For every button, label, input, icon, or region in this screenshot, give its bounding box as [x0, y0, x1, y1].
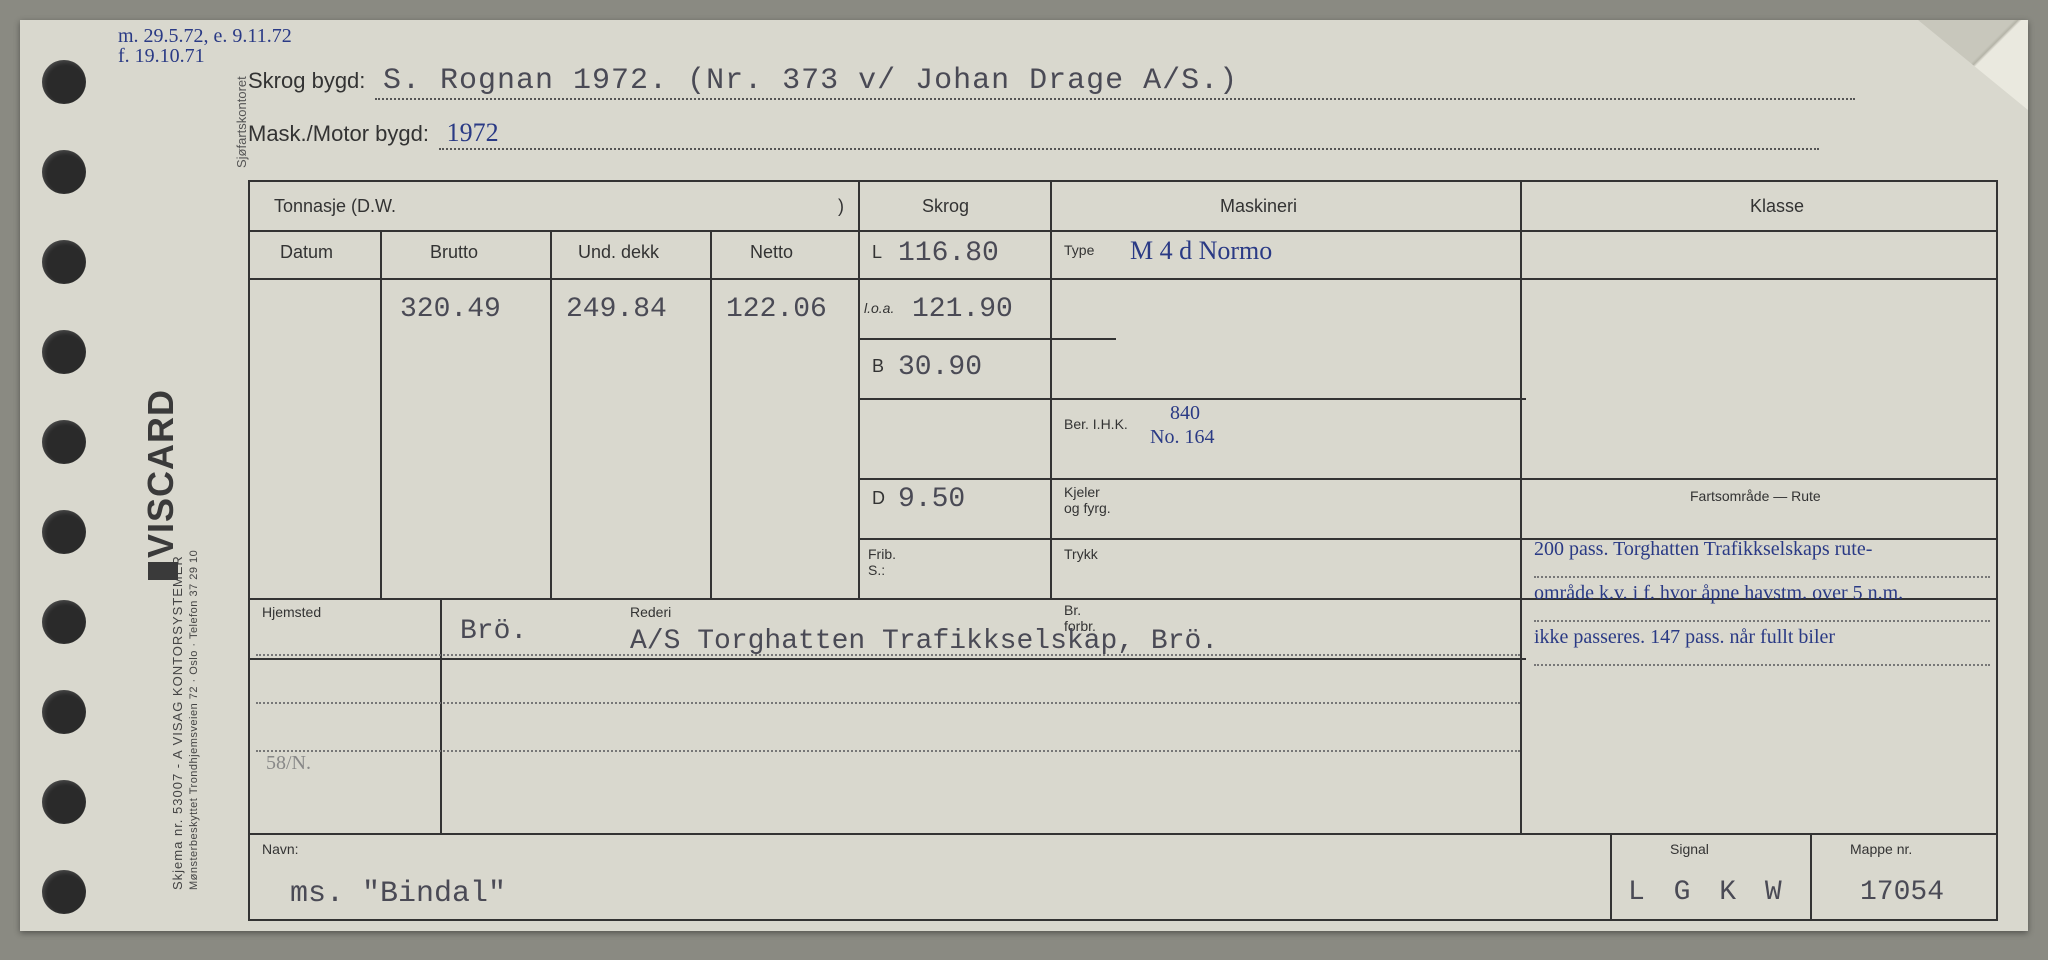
bottom-row: Navn: ms. "Bindal" Signal L G K W Mappe … — [248, 835, 1998, 921]
maskineri-header: Maskineri — [1220, 196, 1297, 217]
viscard-logo: VISCARD — [140, 389, 182, 580]
hjemsted-label: Hjemsted — [262, 604, 321, 620]
unddekk-value: 249.84 — [566, 294, 667, 325]
skrog-bygd-label: Skrog bygd: — [248, 68, 365, 93]
B-value: 30.90 — [898, 352, 982, 383]
rute-label: Fartsområde — Rute — [1690, 488, 1821, 504]
rederi-label: Rederi — [630, 604, 671, 620]
ihk-label: Ber. I.H.K. — [1064, 416, 1128, 432]
navn-label: Navn: — [262, 841, 299, 857]
tonnasje-paren: ) — [838, 196, 844, 217]
rute-line2: område k.v. i f. hvor åpne havstm. over … — [1534, 582, 1990, 605]
D-value: 9.50 — [898, 484, 965, 515]
hjemsted-value: Brö. — [460, 616, 527, 647]
navn-value: ms. "Bindal" — [290, 877, 506, 911]
kjeler-label: Kjeler og fyrg. — [1064, 484, 1111, 516]
Loa-label: l.o.a. — [864, 300, 894, 316]
L-value: 116.80 — [898, 238, 999, 269]
type-label: Type — [1064, 242, 1094, 258]
index-card: Skjema nr. 53007 - A VISAG KONTORSYSTEME… — [20, 20, 2028, 931]
ihk-val2: No. 164 — [1150, 426, 1214, 449]
B-label: B — [872, 356, 884, 377]
motor-bygd-value: 1972 — [439, 118, 1819, 150]
col-datum: Datum — [280, 242, 333, 263]
skrog-header: Skrog — [922, 196, 969, 217]
rute-line3: ikke passeres. 147 pass. når fullt biler — [1534, 626, 1990, 649]
note-line-2: f. 19.10.71 — [118, 46, 292, 66]
pencil-note: 58/N. — [266, 752, 311, 775]
note-line-1: m. 29.5.72, e. 9.11.72 — [118, 26, 292, 46]
side-line-2: Mønsterbeskyttet Trondhjemsveien 72 · Os… — [188, 550, 200, 890]
Frib-label: Frib. S.: — [868, 546, 896, 578]
ihk-val1: 840 — [1170, 402, 1200, 425]
binder-holes — [42, 60, 86, 960]
col-brutto: Brutto — [430, 242, 478, 263]
rederi-value: A/S Torghatten Trafikkselskap, Brö. — [630, 626, 1218, 657]
col-netto: Netto — [750, 242, 793, 263]
signal-label: Signal — [1670, 841, 1709, 857]
trykk-label: Trykk — [1064, 546, 1098, 562]
mappe-label: Mappe nr. — [1850, 841, 1912, 857]
D-label: D — [872, 488, 885, 509]
motor-bygd-label: Mask./Motor bygd: — [248, 121, 429, 146]
L-label: L — [872, 242, 882, 263]
mappe-value: 17054 — [1860, 877, 1944, 908]
content-area: m. 29.5.72, e. 9.11.72 f. 19.10.71 Skrog… — [248, 30, 1998, 921]
Loa-value: 121.90 — [912, 294, 1013, 325]
col-unddekk: Und. dekk — [578, 242, 659, 263]
rute-line1: 200 pass. Torghatten Trafikkselskaps rut… — [1534, 538, 1990, 561]
motor-bygd-row: Mask./Motor bygd: 1972 — [248, 118, 1998, 150]
tonnasje-label: Tonnasje (D.W. — [274, 196, 396, 217]
sjofartskontoret-label: Sjøfartskontoret — [234, 76, 249, 168]
klasse-header: Klasse — [1750, 196, 1804, 217]
handwritten-top-notes: m. 29.5.72, e. 9.11.72 f. 19.10.71 — [118, 26, 292, 66]
signal-value: L G K W — [1628, 877, 1788, 908]
skrog-bygd-value: S. Rognan 1972. (Nr. 373 v/ Johan Drage … — [375, 64, 1855, 100]
skrog-bygd-row: Skrog bygd: S. Rognan 1972. (Nr. 373 v/ … — [248, 64, 1998, 100]
type-value: M 4 d Normo — [1130, 236, 1272, 266]
side-line-1: Skjema nr. 53007 - A VISAG KONTORSYSTEME… — [170, 555, 185, 890]
netto-value: 122.06 — [726, 294, 827, 325]
main-grid: Tonnasje (D.W. ) Datum Brutto Und. dekk … — [248, 180, 1998, 835]
brutto-value: 320.49 — [400, 294, 501, 325]
